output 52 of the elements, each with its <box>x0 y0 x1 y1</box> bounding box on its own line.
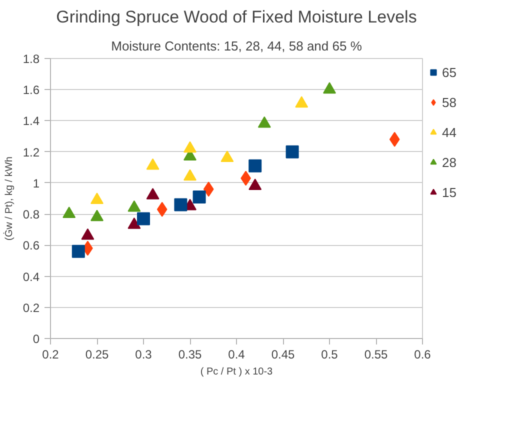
x-tick-label: 0.3 <box>135 348 152 362</box>
point <box>203 182 214 197</box>
chart-subtitle: Moisture Contents: 15, 28, 44, 58 and 65 % <box>111 38 362 54</box>
point <box>156 202 168 217</box>
y-tick-label: 0 <box>32 332 40 346</box>
y-tick-label: 1.2 <box>22 145 40 160</box>
point <box>389 132 400 147</box>
x-tick-label: 0.4 <box>228 348 246 362</box>
point <box>258 116 271 128</box>
point <box>184 141 196 153</box>
point <box>90 192 104 204</box>
point <box>146 188 160 200</box>
y-tick-label: 1.6 <box>22 83 40 98</box>
x-tick-label: 0.5 <box>321 348 338 362</box>
y-tick-label: 0.4 <box>22 270 40 284</box>
point <box>128 200 141 212</box>
y-tick-label: 1 <box>32 176 40 190</box>
y-tick-label: 0.2 <box>22 300 40 315</box>
point <box>248 159 262 172</box>
x-tick-label: 0.45 <box>271 348 296 362</box>
legend-label: 15 <box>442 184 458 200</box>
point <box>248 178 262 190</box>
y-tick-label: 0.8 <box>22 208 40 222</box>
x-tick-label: 0.35 <box>178 348 202 362</box>
point <box>128 218 141 229</box>
x-axis-title: ( Pc / Pt ) x 10-3 <box>200 366 274 378</box>
y-tick-label: 0.6 <box>22 238 40 253</box>
point <box>286 145 299 158</box>
y-tick-label: 1.4 <box>22 114 40 128</box>
point <box>174 198 188 212</box>
point <box>137 212 150 226</box>
point <box>72 244 85 258</box>
point <box>184 169 196 181</box>
chart-title: Grinding Spruce Wood of Fixed Moisture Levels <box>56 8 417 26</box>
point <box>295 96 308 108</box>
legend-label: 28 <box>442 154 458 170</box>
point <box>81 228 94 240</box>
x-tick-label: 0.6 <box>414 348 432 362</box>
point <box>323 82 336 94</box>
point <box>62 206 76 218</box>
legend-label: 58 <box>442 94 458 110</box>
point <box>192 190 206 204</box>
legend-label: 44 <box>442 124 458 140</box>
point <box>90 210 104 222</box>
x-tick-label: 0.2 <box>42 348 60 362</box>
y-tick-label: 1.8 <box>22 52 40 66</box>
x-tick-label: 0.55 <box>364 348 388 362</box>
legend-label: 65 <box>442 64 458 80</box>
x-tick-label: 0.25 <box>85 348 110 362</box>
point <box>146 158 160 170</box>
y-axis-title: (Ġw / Pt), kg / kWh <box>2 156 15 240</box>
point <box>220 150 234 162</box>
